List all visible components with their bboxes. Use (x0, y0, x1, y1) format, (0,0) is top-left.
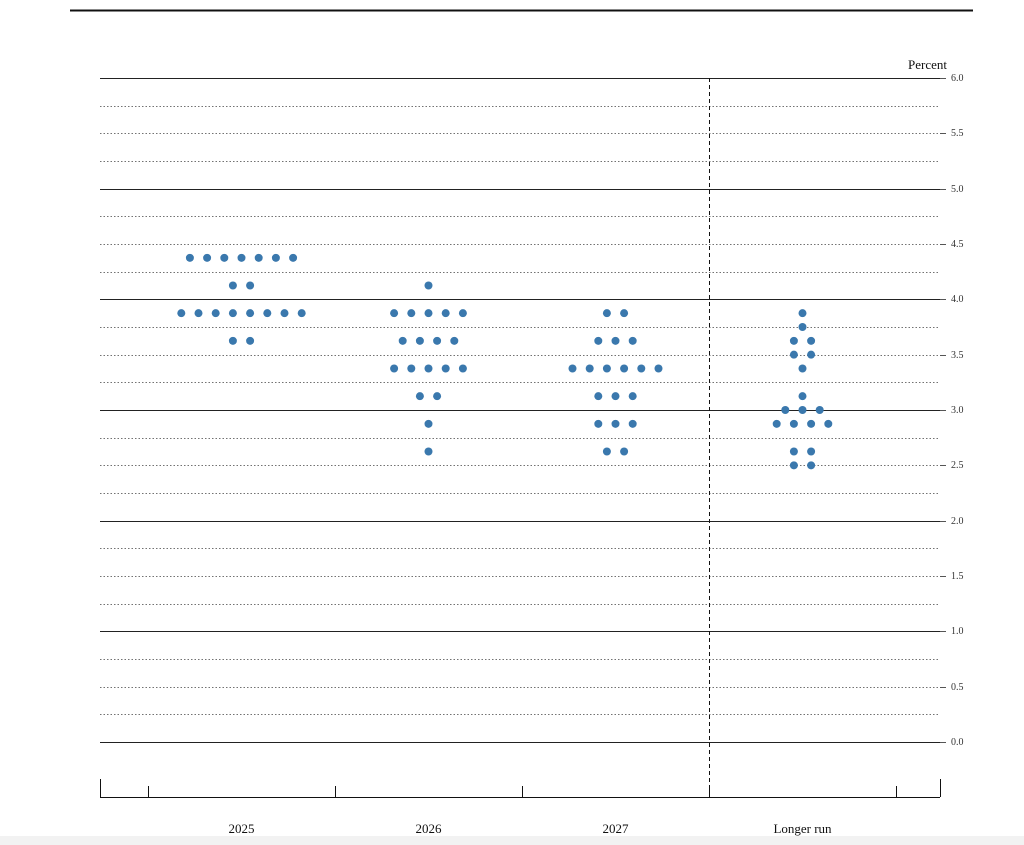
dot (424, 447, 433, 456)
x-tick-label: Longer run (773, 821, 832, 836)
dot (228, 336, 237, 345)
dot (807, 419, 816, 428)
dot (228, 309, 237, 318)
dot (424, 364, 433, 373)
dot (194, 309, 203, 318)
dot (390, 364, 399, 373)
dot (798, 309, 807, 318)
dot (568, 364, 577, 373)
dot (789, 336, 798, 345)
dot (789, 350, 798, 359)
dot (415, 336, 424, 345)
dot (203, 253, 212, 262)
dot (424, 309, 433, 318)
dot (628, 336, 637, 345)
dot (185, 253, 194, 262)
dot (611, 336, 620, 345)
y-axis-label: Percent (908, 57, 947, 72)
dot (398, 336, 407, 345)
dot (433, 392, 442, 401)
dot (271, 253, 280, 262)
dot (254, 253, 263, 262)
dot (611, 392, 620, 401)
x-tick-label: 2025 (229, 821, 255, 836)
dot (602, 364, 611, 373)
dot (450, 336, 459, 345)
dot (407, 309, 416, 318)
dot (297, 309, 306, 318)
dot (415, 392, 424, 401)
y-tick-label: 4.0 (951, 294, 964, 305)
dot (815, 406, 824, 414)
dot (772, 419, 781, 428)
dot (407, 364, 416, 373)
dot (807, 350, 816, 359)
dot (441, 309, 450, 318)
dot (458, 309, 467, 318)
dot (594, 392, 603, 401)
dot (611, 419, 620, 428)
dot (390, 309, 399, 318)
dot (798, 392, 807, 401)
y-tick-label: 2.0 (951, 516, 964, 527)
dot (620, 364, 629, 373)
dot (620, 447, 629, 456)
y-tick-label: 3.0 (951, 405, 964, 416)
dot (807, 461, 816, 470)
dot (424, 281, 433, 290)
x-tick-label: 2027 (603, 821, 630, 836)
y-tick-label: 0.0 (951, 737, 964, 748)
y-tick-label: 1.5 (951, 571, 964, 582)
dot (602, 447, 611, 456)
dot (798, 323, 807, 331)
dot (220, 253, 229, 262)
y-tick-label: 3.5 (951, 350, 964, 361)
dot (263, 309, 272, 318)
dot (637, 364, 646, 373)
dot (789, 447, 798, 456)
dot (458, 364, 467, 373)
dot (807, 447, 816, 456)
dot (585, 364, 594, 373)
y-tick-label: 5.0 (951, 184, 964, 195)
dot (789, 461, 798, 470)
dot (798, 406, 807, 414)
dot (246, 281, 255, 290)
dot (628, 419, 637, 428)
x-tick-label: 2026 (416, 821, 443, 836)
dot (824, 419, 833, 428)
dot (620, 309, 629, 318)
dot (211, 309, 220, 318)
dot (280, 309, 289, 318)
dot (781, 406, 790, 414)
dot (228, 281, 237, 290)
dot (246, 336, 255, 345)
dot (237, 253, 246, 262)
dot (789, 419, 798, 428)
dot (177, 309, 186, 318)
y-tick-label: 6.0 (951, 73, 964, 84)
footer-band (0, 836, 1024, 845)
y-tick-label: 5.5 (951, 128, 964, 139)
dot (424, 419, 433, 428)
y-tick-label: 0.5 (951, 682, 964, 693)
y-tick-label: 2.5 (951, 460, 964, 471)
dot (594, 419, 603, 428)
y-tick-label: 4.5 (951, 239, 964, 250)
dot (246, 309, 255, 318)
dot (594, 336, 603, 345)
dot (654, 364, 663, 373)
dot (289, 253, 298, 262)
dot (807, 336, 816, 345)
dot (628, 392, 637, 401)
dot (602, 309, 611, 318)
dot (441, 364, 450, 373)
dot (433, 336, 442, 345)
y-tick-label: 1.0 (951, 626, 964, 637)
dot (798, 364, 807, 373)
